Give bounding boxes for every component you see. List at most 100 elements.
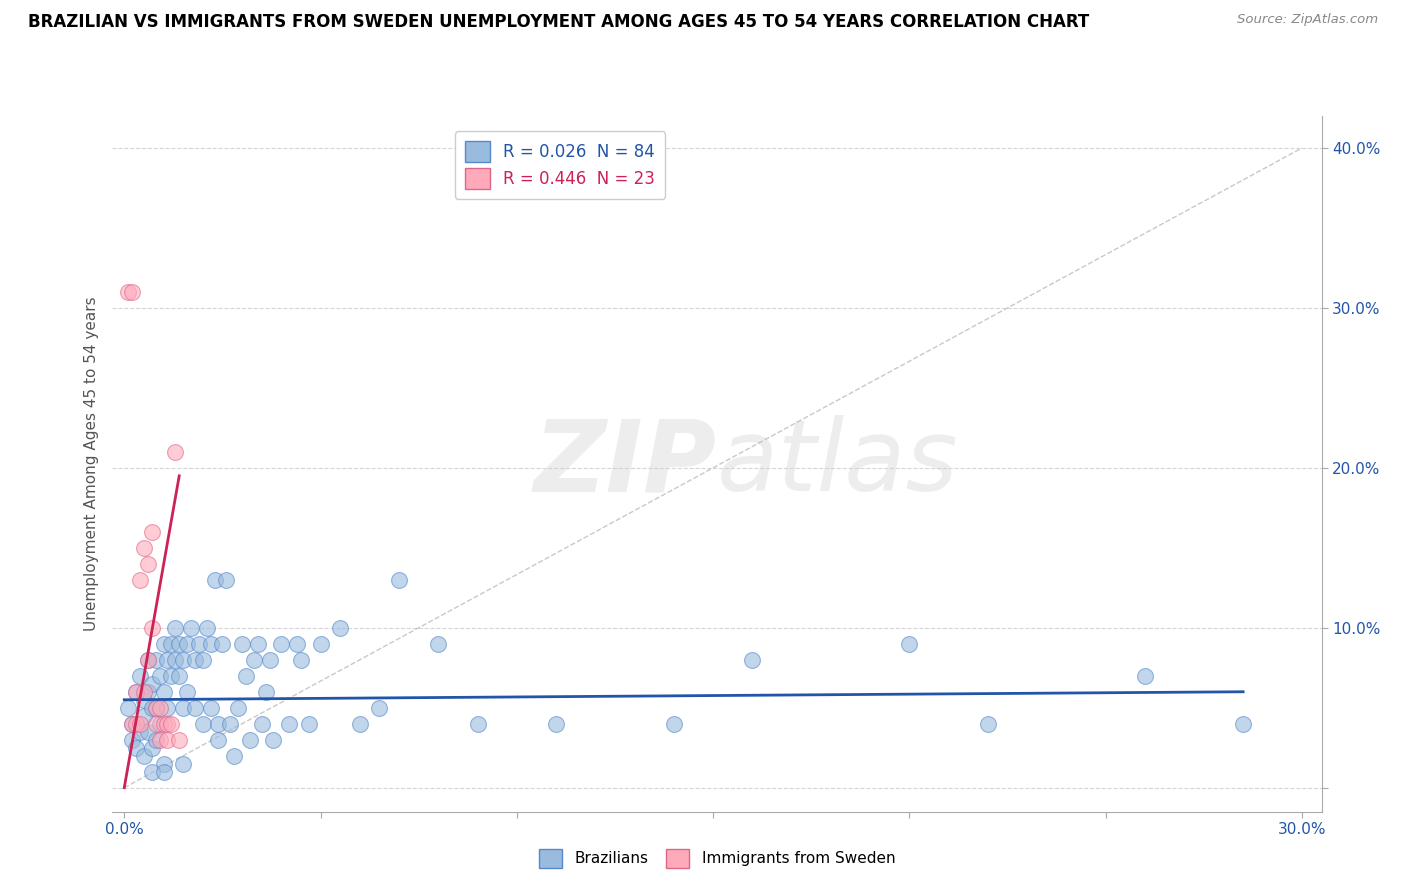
Point [141, 740, 163, 755]
Point [262, 732, 284, 747]
Point [136, 685, 159, 699]
Point [176, 685, 198, 699]
Point [149, 732, 172, 747]
Point [167, 732, 190, 747]
Point [243, 653, 266, 667]
Point [254, 685, 277, 699]
Point [250, 716, 273, 731]
Point [270, 637, 292, 651]
Point [149, 716, 172, 731]
Point [329, 621, 352, 635]
Point [129, 724, 152, 739]
Point [136, 653, 159, 667]
Point [290, 653, 312, 667]
Point [129, 669, 152, 683]
Point [117, 700, 139, 714]
Point [662, 716, 685, 731]
Point [200, 637, 222, 651]
Legend: Brazilians, Immigrants from Sweden: Brazilians, Immigrants from Sweden [533, 843, 901, 873]
Point [136, 653, 159, 667]
Point [977, 716, 1000, 731]
Point [165, 445, 187, 459]
Point [145, 716, 167, 731]
Point [278, 716, 301, 731]
Text: ZIP: ZIP [534, 416, 717, 512]
Point [129, 716, 152, 731]
Point [239, 732, 262, 747]
Point [184, 653, 207, 667]
Point [145, 700, 167, 714]
Point [285, 637, 308, 651]
Point [132, 748, 155, 763]
Point [368, 700, 391, 714]
Point [141, 621, 163, 635]
Point [160, 716, 183, 731]
Text: Source: ZipAtlas.com: Source: ZipAtlas.com [1237, 13, 1378, 27]
Point [121, 732, 143, 747]
Point [195, 621, 218, 635]
Point [152, 637, 174, 651]
Point [172, 653, 194, 667]
Y-axis label: Unemployment Among Ages 45 to 54 years: Unemployment Among Ages 45 to 54 years [83, 296, 98, 632]
Point [132, 541, 155, 555]
Point [226, 700, 249, 714]
Point [191, 716, 214, 731]
Point [160, 669, 183, 683]
Point [259, 653, 281, 667]
Point [125, 685, 148, 699]
Point [117, 285, 139, 299]
Point [152, 716, 174, 731]
Point [167, 637, 190, 651]
Point [200, 700, 222, 714]
Point [427, 637, 450, 651]
Point [141, 700, 163, 714]
Point [231, 637, 253, 651]
Point [349, 716, 371, 731]
Point [152, 756, 174, 771]
Point [165, 653, 187, 667]
Point [132, 685, 155, 699]
Point [141, 677, 163, 691]
Point [165, 621, 187, 635]
Point [152, 764, 174, 779]
Point [132, 692, 155, 706]
Point [167, 669, 190, 683]
Point [309, 637, 332, 651]
Text: atlas: atlas [717, 416, 959, 512]
Point [211, 637, 233, 651]
Point [156, 700, 179, 714]
Point [1232, 716, 1254, 731]
Point [172, 756, 194, 771]
Text: BRAZILIAN VS IMMIGRANTS FROM SWEDEN UNEMPLOYMENT AMONG AGES 45 TO 54 YEARS CORRE: BRAZILIAN VS IMMIGRANTS FROM SWEDEN UNEM… [28, 13, 1090, 31]
Point [246, 637, 269, 651]
Point [121, 716, 143, 731]
Point [132, 708, 155, 723]
Point [141, 524, 163, 539]
Point [546, 716, 568, 731]
Point [235, 669, 257, 683]
Point [152, 685, 174, 699]
Point [219, 716, 242, 731]
Point [184, 700, 207, 714]
Point [156, 732, 179, 747]
Point [207, 716, 229, 731]
Point [172, 700, 194, 714]
Point [149, 700, 172, 714]
Point [187, 637, 209, 651]
Point [388, 573, 411, 587]
Point [215, 573, 238, 587]
Point [224, 748, 246, 763]
Point [180, 621, 202, 635]
Point [125, 740, 148, 755]
Point [467, 716, 489, 731]
Point [145, 653, 167, 667]
Point [125, 685, 148, 699]
Point [204, 573, 226, 587]
Point [207, 732, 229, 747]
Point [149, 669, 172, 683]
Point [156, 653, 179, 667]
Point [176, 637, 198, 651]
Point [129, 573, 152, 587]
Point [121, 716, 143, 731]
Point [898, 637, 921, 651]
